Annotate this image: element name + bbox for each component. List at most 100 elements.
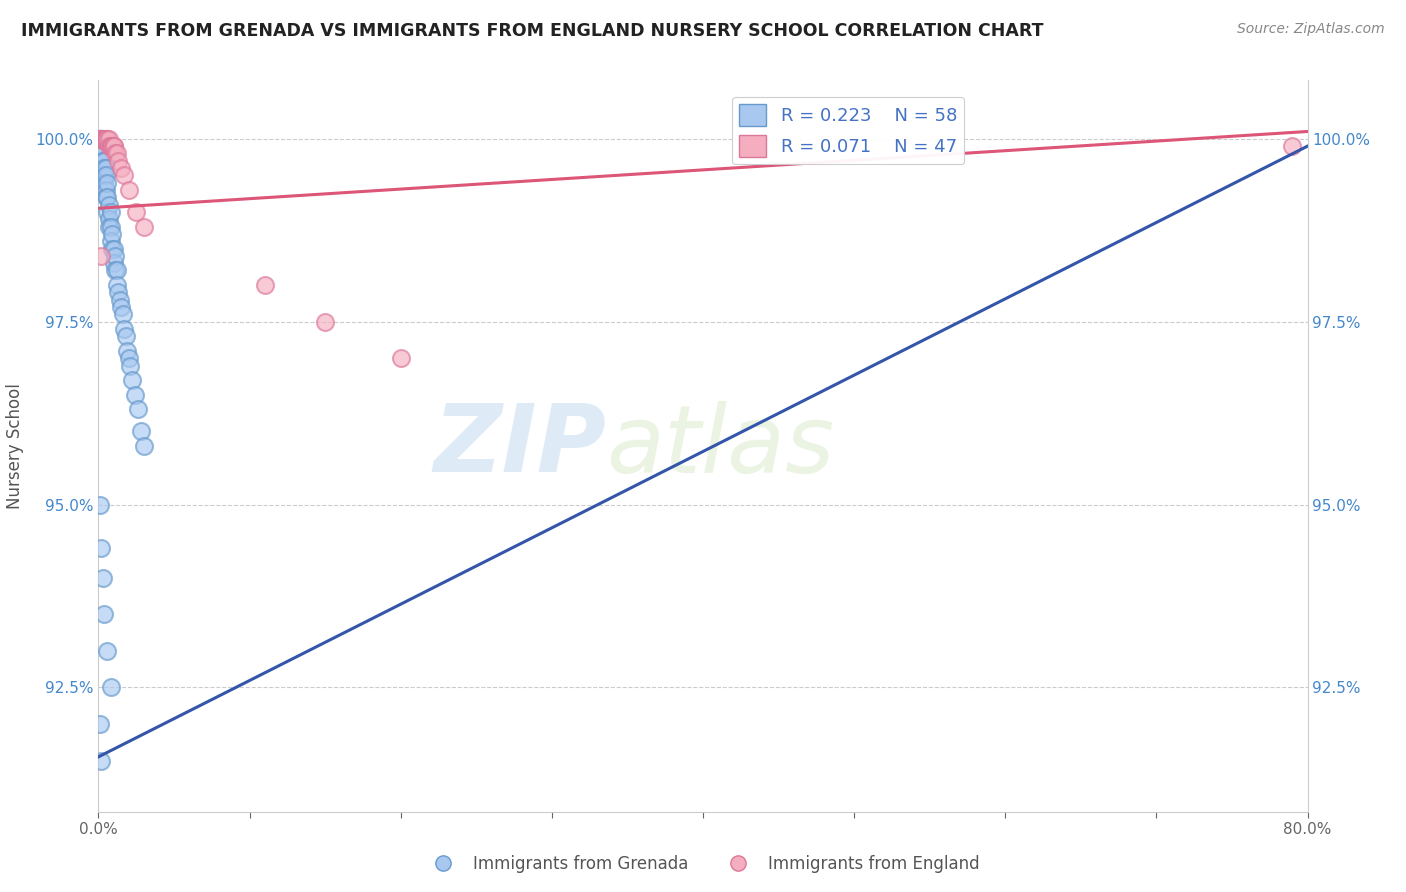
Point xyxy=(89,132,111,146)
Point xyxy=(89,132,111,146)
Point xyxy=(89,498,111,512)
Point xyxy=(90,132,112,146)
Point xyxy=(1281,139,1303,153)
Point xyxy=(118,351,141,366)
Point xyxy=(93,607,115,622)
Point xyxy=(132,439,155,453)
Point xyxy=(101,139,124,153)
Point xyxy=(91,571,114,585)
Point xyxy=(91,139,114,153)
Point xyxy=(91,132,114,146)
Point xyxy=(120,359,142,373)
Point xyxy=(98,197,121,211)
Point xyxy=(90,139,112,153)
Point xyxy=(114,329,136,343)
Point xyxy=(125,205,148,219)
Point xyxy=(96,205,118,219)
Point xyxy=(108,293,131,307)
Point xyxy=(91,132,114,146)
Point xyxy=(118,183,141,197)
Point xyxy=(103,139,125,153)
Point xyxy=(90,249,112,263)
Text: ZIP: ZIP xyxy=(433,400,606,492)
Point xyxy=(90,139,112,153)
Point xyxy=(98,139,121,153)
Point xyxy=(90,132,112,146)
Point xyxy=(100,205,122,219)
Point xyxy=(101,242,124,256)
Point xyxy=(100,139,122,153)
Point xyxy=(98,212,121,227)
Point xyxy=(93,169,115,183)
Point xyxy=(100,681,122,695)
Legend: R = 0.223    N = 58, R = 0.071    N = 47: R = 0.223 N = 58, R = 0.071 N = 47 xyxy=(733,96,965,164)
Point xyxy=(93,161,115,175)
Point xyxy=(90,754,112,768)
Point xyxy=(110,161,132,175)
Point xyxy=(91,153,114,168)
Point xyxy=(100,219,122,234)
Point xyxy=(89,132,111,146)
Point xyxy=(93,132,115,146)
Point xyxy=(115,343,138,358)
Point xyxy=(105,278,128,293)
Point xyxy=(93,132,115,146)
Point xyxy=(111,307,134,321)
Point xyxy=(101,227,124,241)
Point xyxy=(107,153,129,168)
Point xyxy=(91,132,114,146)
Point xyxy=(89,717,111,731)
Point xyxy=(389,351,412,366)
Point xyxy=(90,132,112,146)
Point xyxy=(105,263,128,277)
Point xyxy=(89,132,111,146)
Point xyxy=(104,146,127,161)
Point xyxy=(94,190,117,204)
Point xyxy=(89,132,111,146)
Point xyxy=(129,425,152,439)
Legend: Immigrants from Grenada, Immigrants from England: Immigrants from Grenada, Immigrants from… xyxy=(419,848,987,880)
Point xyxy=(103,242,125,256)
Point xyxy=(127,402,149,417)
Point xyxy=(98,132,121,146)
Point xyxy=(100,234,122,248)
Point xyxy=(90,132,112,146)
Point xyxy=(112,169,135,183)
Point xyxy=(107,285,129,300)
Point xyxy=(96,132,118,146)
Point xyxy=(94,183,117,197)
Text: Source: ZipAtlas.com: Source: ZipAtlas.com xyxy=(1237,22,1385,37)
Point xyxy=(90,541,112,556)
Point xyxy=(124,388,146,402)
Y-axis label: Nursery School: Nursery School xyxy=(7,383,24,509)
Point xyxy=(90,146,112,161)
Point xyxy=(101,139,124,153)
Point xyxy=(314,315,336,329)
Point xyxy=(96,644,118,658)
Point xyxy=(90,132,112,146)
Point xyxy=(91,132,114,146)
Point xyxy=(121,373,143,387)
Point xyxy=(89,132,111,146)
Point xyxy=(89,132,111,146)
Point xyxy=(89,132,111,146)
Point xyxy=(104,263,127,277)
Point xyxy=(96,132,118,146)
Point xyxy=(94,132,117,146)
Point xyxy=(89,132,111,146)
Point xyxy=(104,249,127,263)
Point xyxy=(253,278,276,293)
Point xyxy=(89,132,111,146)
Point xyxy=(89,132,111,146)
Point xyxy=(132,219,155,234)
Point xyxy=(89,132,111,146)
Point xyxy=(91,161,114,175)
Point xyxy=(105,146,128,161)
Point xyxy=(94,161,117,175)
Point xyxy=(103,256,125,270)
Point xyxy=(98,219,121,234)
Point xyxy=(94,132,117,146)
Point xyxy=(93,132,115,146)
Point xyxy=(94,169,117,183)
Point xyxy=(96,176,118,190)
